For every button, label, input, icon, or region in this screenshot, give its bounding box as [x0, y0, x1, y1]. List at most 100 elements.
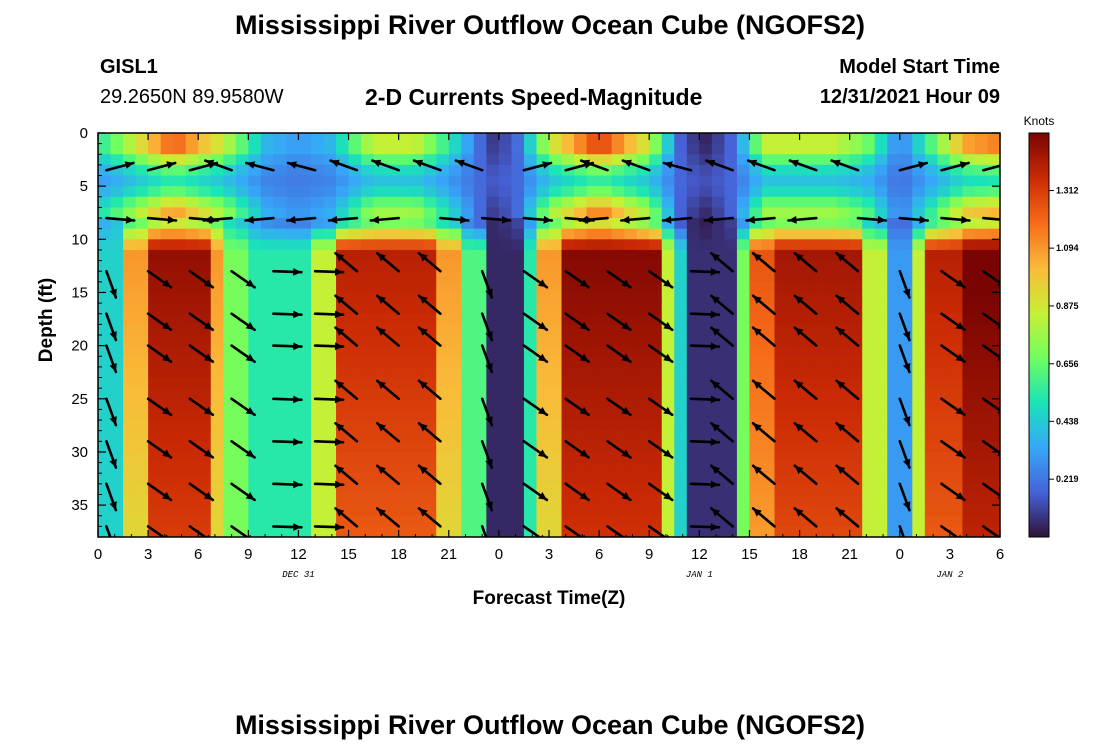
heatmap-cell: [135, 324, 149, 336]
heatmap-cell: [937, 441, 951, 453]
heatmap-cell: [987, 271, 1000, 283]
heatmap-cell: [824, 505, 838, 517]
heatmap-cell: [336, 494, 350, 506]
heatmap-cell: [110, 324, 124, 336]
heatmap-cell: [148, 133, 162, 145]
heatmap-cell: [198, 143, 212, 155]
heatmap-cell: [310, 228, 325, 240]
current-arrow: [375, 507, 401, 528]
heatmap-cell: [298, 239, 312, 251]
heatmap-cell: [323, 239, 337, 251]
heatmap-cell: [862, 441, 876, 453]
heatmap-cell: [411, 292, 425, 304]
heatmap-cell: [561, 303, 575, 315]
heatmap-cell: [937, 313, 951, 325]
heatmap-cell: [862, 228, 876, 240]
heatmap-cell: [962, 388, 976, 400]
heatmap-cell: [486, 441, 500, 453]
heatmap-cell: [273, 196, 287, 209]
heatmap-cell: [549, 186, 563, 198]
heatmap-cell: [899, 239, 913, 251]
heatmap-cell: [235, 249, 249, 262]
heatmap-cell: [824, 356, 838, 368]
heatmap-cell: [812, 313, 826, 325]
heatmap-cell: [173, 292, 187, 304]
heatmap-cell: [361, 473, 375, 485]
heatmap-cell: [761, 324, 776, 336]
heatmap-cell: [949, 409, 964, 421]
heatmap-cell: [423, 377, 437, 389]
heatmap-cell: [561, 143, 575, 155]
heatmap-cell: [248, 175, 262, 187]
heatmap-cell: [761, 207, 776, 219]
heatmap-cell: [436, 377, 450, 389]
heatmap-cell: [937, 409, 951, 421]
heatmap-cell: [649, 207, 663, 219]
heatmap-cell: [461, 207, 475, 219]
heatmap-cell: [98, 398, 112, 411]
heatmap-cell: [749, 430, 763, 442]
heatmap-cell: [523, 196, 538, 209]
heatmap-cell: [686, 473, 700, 485]
heatmap-cell: [411, 420, 425, 432]
heatmap-cell: [210, 271, 224, 283]
heatmap-cell: [549, 366, 563, 379]
heatmap-cell: [824, 388, 838, 400]
current-arrow: [751, 507, 776, 528]
heatmap-cell: [373, 228, 387, 240]
heatmap-cell: [361, 409, 375, 421]
heatmap-cell: [799, 218, 813, 230]
heatmap-cell: [160, 441, 174, 453]
heatmap-cell: [411, 526, 425, 537]
heatmap-cell: [348, 249, 362, 262]
heatmap-cell: [511, 133, 525, 145]
heatmap-cell: [912, 420, 926, 432]
heatmap-cell: [260, 260, 274, 272]
heatmap-cell: [135, 526, 149, 537]
heatmap-cell: [323, 271, 337, 283]
heatmap-cell: [223, 430, 237, 442]
heatmap-cell: [361, 356, 375, 368]
heatmap-cell: [599, 239, 613, 251]
heatmap-cell: [398, 218, 412, 230]
heatmap-cell: [160, 451, 174, 464]
heatmap-cell: [398, 377, 412, 389]
heatmap-cell: [348, 515, 362, 527]
heatmap-cell: [749, 228, 763, 240]
heatmap-cell: [423, 196, 437, 209]
heatmap-cell: [949, 271, 964, 283]
heatmap-cell: [336, 409, 350, 421]
heatmap-cell: [724, 154, 738, 166]
heatmap-cell: [574, 462, 588, 474]
heatmap-cell: [611, 207, 625, 219]
heatmap-cell: [273, 483, 287, 496]
current-arrow: [647, 312, 674, 332]
heatmap-cell: [974, 239, 989, 251]
heatmap-cell: [486, 207, 500, 219]
heatmap-cell: [761, 451, 776, 464]
heatmap-cell: [661, 388, 675, 400]
heatmap-cell: [135, 271, 149, 283]
heatmap-cell: [423, 366, 437, 379]
heatmap-cell: [924, 175, 938, 187]
heatmap-cell: [185, 377, 199, 389]
heatmap-cell: [937, 207, 951, 219]
heatmap-cell: [498, 218, 513, 230]
heatmap-cell: [110, 271, 124, 283]
heatmap-cell: [849, 324, 863, 336]
heatmap-cell: [361, 420, 375, 432]
heatmap-cell: [285, 366, 300, 379]
heatmap-cell: [348, 366, 362, 379]
heatmap-cell: [461, 313, 475, 325]
heatmap-cell: [160, 292, 174, 304]
heatmap-cell: [160, 175, 174, 187]
heatmap-cell: [160, 494, 174, 506]
heatmap-cell: [887, 154, 901, 166]
heatmap-cell: [912, 356, 926, 368]
current-arrow: [480, 525, 488, 537]
current-arrow: [188, 397, 215, 417]
heatmap-cell: [924, 154, 938, 166]
heatmap-cell: [223, 196, 237, 209]
heatmap-cell: [774, 154, 788, 166]
